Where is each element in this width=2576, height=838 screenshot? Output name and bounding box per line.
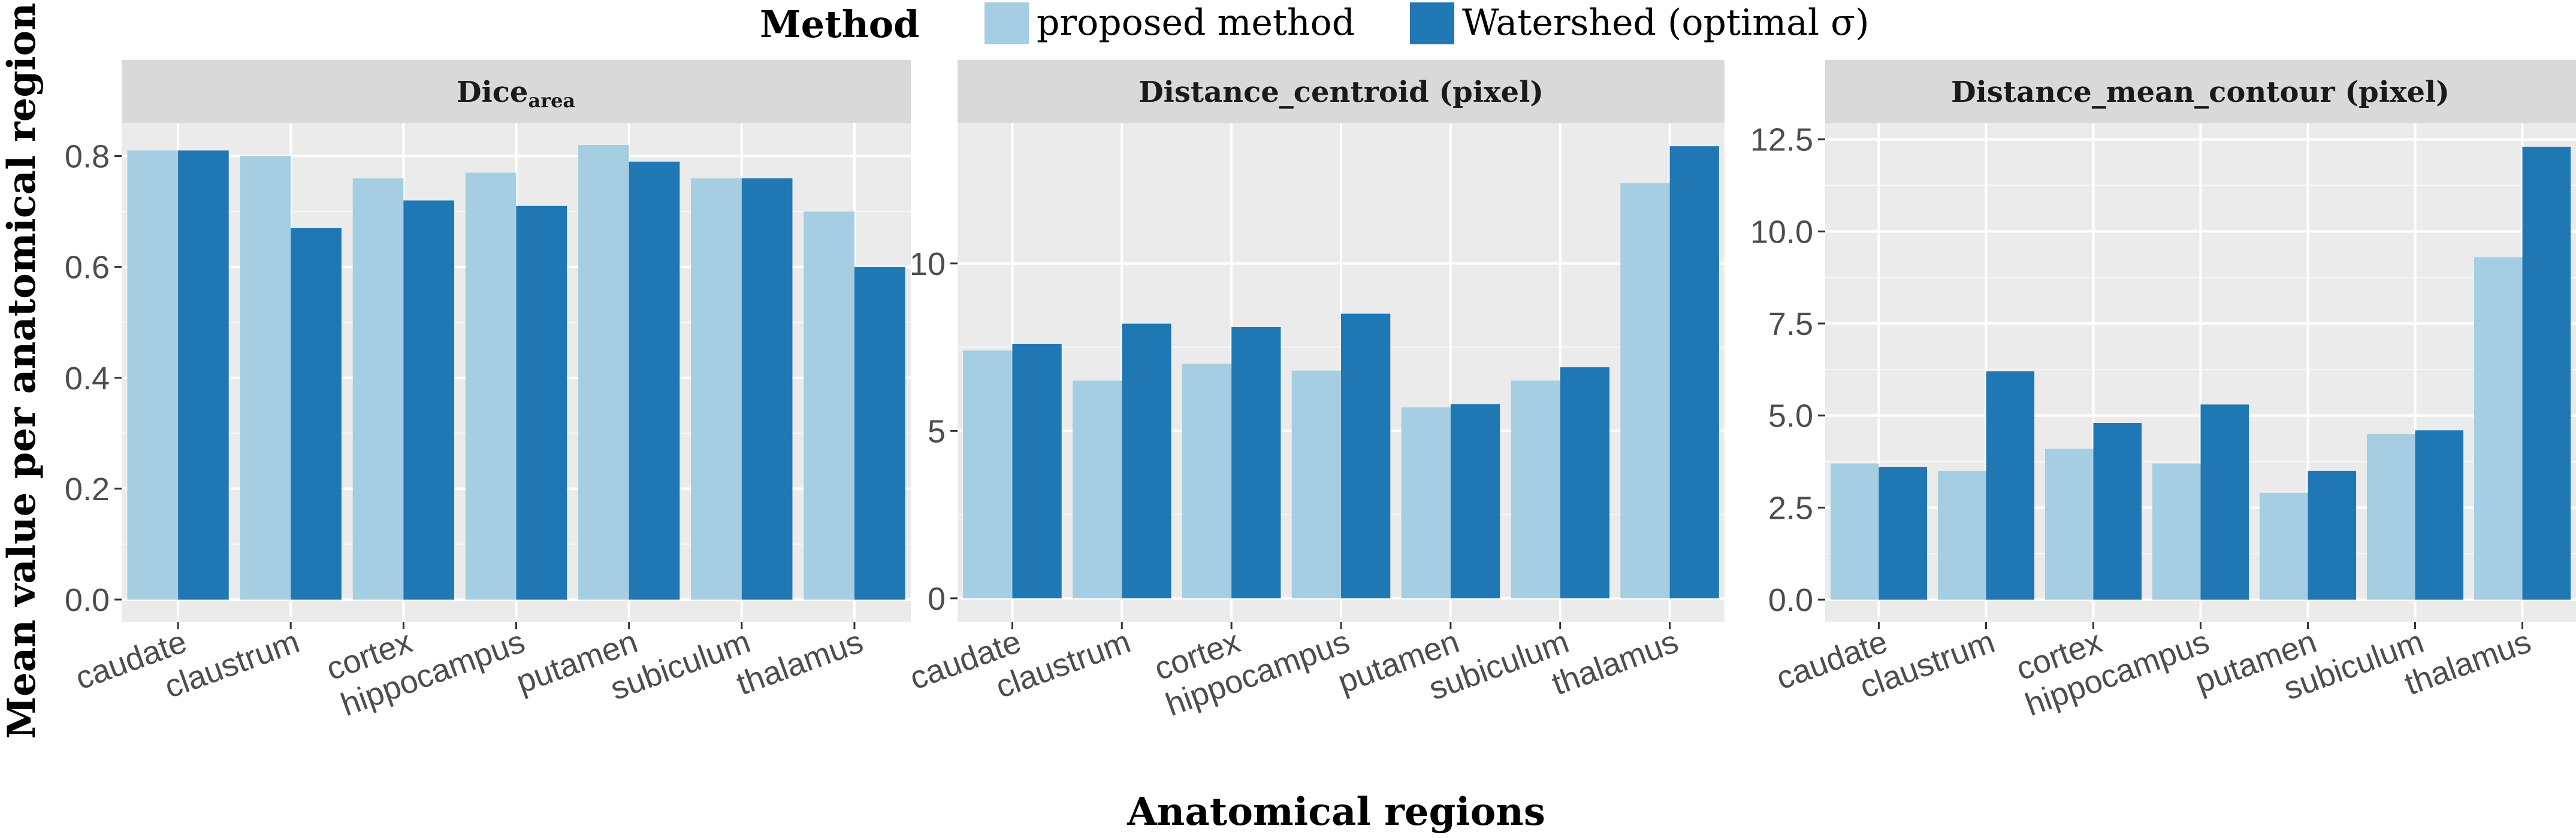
y-tick-label: 0.8 — [65, 139, 110, 175]
bar-watershed-subiculum — [741, 178, 793, 600]
bar-watershed-hippocampus — [516, 205, 567, 600]
bar-watershed-subiculum — [1560, 367, 1609, 598]
legend-swatch-proposed — [985, 2, 1029, 44]
x-axis-title: Anatomical regions — [1127, 789, 1545, 834]
bar-watershed-claustrum — [1986, 371, 2035, 600]
legend-title: Method — [760, 2, 920, 46]
panel-centroid-bars — [963, 146, 1719, 598]
y-tick-label: 10.0 — [1750, 214, 1813, 250]
bar-watershed-thalamus — [854, 267, 905, 600]
bar-proposed-thalamus — [804, 211, 854, 600]
bar-watershed-cortex — [2093, 423, 2142, 600]
bar-proposed-claustrum — [1073, 380, 1122, 598]
bar-proposed-caudate — [1830, 463, 1879, 600]
bar-proposed-caudate — [963, 350, 1013, 598]
bar-proposed-hippocampus — [2152, 463, 2201, 600]
bar-watershed-thalamus — [2522, 146, 2571, 600]
panel-contour-strip — [1825, 60, 2576, 123]
panel-dice-bars — [127, 145, 905, 600]
panel-contour-title: Distance_mean_contour (pixel) — [1951, 75, 2450, 109]
y-tick-label: 0.0 — [1768, 582, 1813, 618]
bar-proposed-cortex — [2045, 449, 2094, 600]
bar-watershed-putamen — [629, 161, 680, 600]
bar-proposed-subiculum — [691, 178, 742, 600]
y-tick-label: 5 — [928, 413, 946, 449]
bar-watershed-claustrum — [1122, 323, 1171, 598]
x-tick-label-thalamus: thalamus — [1547, 624, 1683, 702]
bar-watershed-hippocampus — [1341, 313, 1391, 598]
bar-proposed-hippocampus — [1291, 370, 1341, 598]
y-tick-label: 0.4 — [65, 361, 110, 397]
y-tick-label: 0.2 — [65, 471, 110, 507]
y-tick-label: 12.5 — [1750, 122, 1813, 158]
y-tick-label: 0.0 — [65, 582, 110, 618]
bar-proposed-claustrum — [240, 156, 291, 600]
y-tick-label: 7.5 — [1768, 306, 1813, 342]
bar-proposed-cortex — [1182, 364, 1232, 598]
panel-dice-title: Dicearea — [457, 75, 575, 112]
bar-watershed-caudate — [1012, 343, 1062, 598]
panel-centroid-title: Distance_centroid (pixel) — [1138, 75, 1544, 109]
panel-dice-strip — [122, 60, 911, 123]
bar-watershed-subiculum — [2415, 430, 2464, 600]
bar-proposed-caudate — [127, 150, 179, 600]
panel-dice: Dicearea 0.0 0.2 0.4 0.6 0.8 caudateclaustru… — [65, 60, 911, 723]
panel-contour-bars — [1830, 146, 2571, 600]
y-tick-label: 10 — [910, 246, 946, 282]
y-tick-label: 0 — [928, 581, 946, 617]
bar-proposed-hippocampus — [465, 173, 517, 600]
y-tick-label: 5.0 — [1768, 398, 1813, 434]
y-tick-label: 2.5 — [1768, 490, 1813, 526]
bar-watershed-putamen — [2308, 470, 2357, 600]
bar-watershed-claustrum — [291, 228, 342, 600]
bar-proposed-thalamus — [2474, 257, 2523, 600]
legend: Method proposed method Watershed (optima… — [760, 2, 1869, 46]
bar-watershed-putamen — [1450, 404, 1500, 598]
bar-proposed-thalamus — [1620, 183, 1670, 598]
bar-proposed-subiculum — [2366, 434, 2415, 600]
legend-label-watershed: Watershed (optimal σ) — [1462, 2, 1869, 44]
bar-proposed-putamen — [578, 145, 629, 600]
panel-dice-y-axis: 0.0 0.2 0.4 0.6 0.8 — [65, 139, 122, 618]
legend-label-proposed: proposed method — [1037, 2, 1355, 44]
bar-watershed-cortex — [1231, 327, 1281, 598]
bar-watershed-hippocampus — [2200, 404, 2249, 600]
panel-distance-mean-contour: Distance_mean_contour (pixel) 0.0 2.5 5.0 7… — [1750, 60, 2576, 723]
bar-proposed-putamen — [1401, 407, 1451, 598]
bar-watershed-thalamus — [1669, 146, 1719, 598]
panel-centroid-y-axis: 0 5 10 — [910, 246, 958, 617]
bar-proposed-claustrum — [1937, 470, 1986, 600]
panel-contour-y-axis: 0.0 2.5 5.0 7.5 10.0 12.5 — [1750, 122, 1825, 618]
panel-centroid-strip — [958, 60, 1725, 123]
bar-proposed-cortex — [352, 178, 404, 600]
y-axis-title: Mean value per anatomical region — [0, 2, 44, 739]
x-tick-label-thalamus: thalamus — [732, 624, 868, 702]
bar-watershed-cortex — [403, 200, 455, 600]
panel-distance-centroid: Distance_centroid (pixel) 0 5 10 caudatecl… — [905, 60, 1725, 723]
bar-proposed-putamen — [2259, 492, 2308, 600]
bar-watershed-caudate — [178, 150, 229, 600]
bar-watershed-caudate — [1879, 467, 1928, 600]
legend-swatch-watershed — [1410, 2, 1454, 44]
bar-proposed-subiculum — [1511, 380, 1560, 598]
y-tick-label: 0.6 — [65, 250, 110, 286]
